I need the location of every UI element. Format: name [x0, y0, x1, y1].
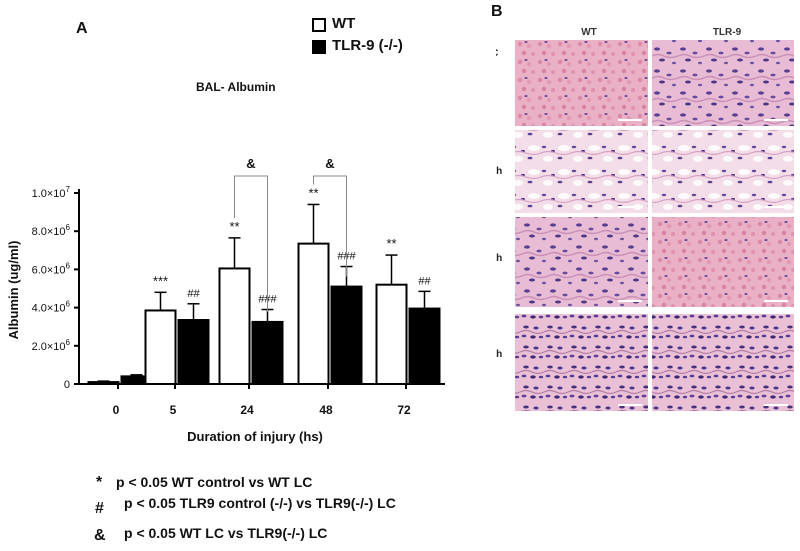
note-symbol-hash: #: [95, 500, 104, 517]
chart-title: BAL- Albumin: [196, 80, 276, 94]
histology-row-label-lc: LC: [496, 48, 498, 59]
y-tick-label: 0: [64, 379, 70, 391]
x-tick-label: 24: [240, 403, 254, 417]
histology-image-tlr9-72h: [652, 314, 794, 411]
bar-wt-0: [87, 381, 120, 385]
panel-a-label: A: [76, 20, 88, 37]
panel-b-label: B: [491, 3, 503, 20]
significance-mark: ##: [187, 288, 200, 300]
note-text-star: p < 0.05 WT control vs WT LC: [116, 474, 313, 490]
significance-mark: ***: [153, 273, 168, 288]
bar-wt-24: [218, 267, 251, 386]
bar-tlr9-5: [177, 319, 210, 386]
y-tick-label: 1.0×107: [32, 185, 71, 200]
histology-image-wt-5h: [515, 40, 648, 126]
y-tick-label: 4.0×106: [32, 300, 71, 315]
x-tick-label: 48: [319, 403, 333, 417]
histology-image-wt-48h: [515, 217, 648, 307]
histology-row-label-72h: 72h: [496, 349, 502, 360]
comparison-bracket: [313, 175, 347, 277]
bar-wt-72: [375, 283, 408, 385]
x-tick-label: 72: [397, 403, 411, 417]
legend-swatch-wt: [312, 18, 326, 32]
bar-wt-48: [297, 242, 330, 385]
significance-mark: **: [386, 236, 396, 251]
bar-tlr9-24: [251, 320, 284, 385]
y-axis-label: Albumin (ug/ml): [6, 241, 21, 340]
comparison-bracket: [234, 175, 268, 312]
comparison-label: &: [246, 156, 255, 171]
bar-tlr9-48: [330, 285, 363, 385]
x-axis-label: Duration of injury (hs): [187, 429, 323, 444]
histology-image-wt-24h: [515, 130, 648, 213]
note-symbol-star: *: [96, 474, 103, 491]
y-tick-label: 6.0×106: [32, 261, 71, 276]
histology-image-tlr9-48h: [652, 217, 794, 307]
note-text-hash: p < 0.05 TLR9 control (-/-) vs TLR9(-/-)…: [124, 495, 396, 511]
y-tick-label: 2.0×106: [32, 338, 71, 353]
bar-wt-5: [144, 309, 177, 385]
histology-column-wt: WT: [581, 27, 597, 38]
note-symbol-amp: &: [94, 527, 106, 544]
histology-row-label-24h: 24h: [496, 166, 502, 177]
bar-chart: 02.0×1064.0×1066.0×1068.0×1061.0×1070***…: [6, 156, 445, 444]
histology-image-tlr9-24h: [652, 130, 794, 213]
significance-mark: **: [229, 219, 239, 234]
comparison-label: &: [325, 156, 334, 171]
histology-row-label-48h: 48h: [496, 253, 502, 264]
histology-image-tlr9-5h: [652, 40, 794, 126]
y-tick-label: 8.0×106: [32, 223, 71, 238]
histology-panel: WT TLR-9 LC 5h 24h 48h 72h: [496, 27, 794, 411]
legend-label-wt: WT: [332, 15, 356, 32]
legend-swatch-tlr9: [312, 40, 326, 54]
histology-column-tlr9: TLR-9: [713, 27, 742, 38]
x-tick-label: 0: [113, 403, 120, 417]
histology-image-wt-72h: [515, 314, 648, 411]
x-tick-label: 5: [170, 403, 177, 417]
legend-label-tlr9: TLR-9 (-/-): [332, 37, 403, 54]
significance-mark: **: [308, 185, 318, 200]
note-text-amp: p < 0.05 WT LC vs TLR9(-/-) LC: [124, 525, 328, 541]
histology-row-label-5h: 5h: [496, 77, 497, 88]
significance-mark: ##: [418, 275, 431, 287]
bar-tlr9-72: [408, 307, 441, 385]
